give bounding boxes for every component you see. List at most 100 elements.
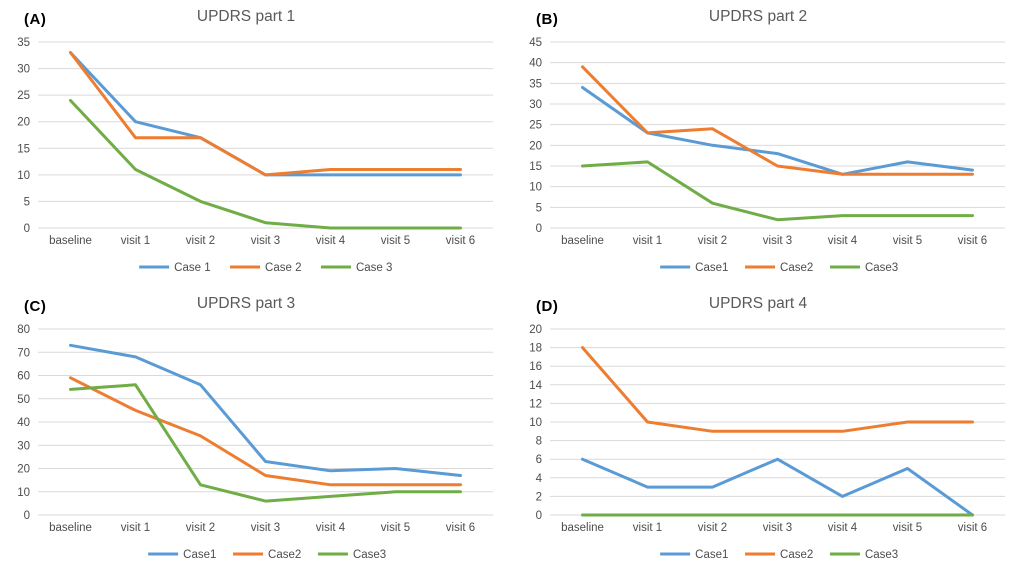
svg-text:10: 10 [17,170,30,182]
svg-text:5: 5 [536,202,542,214]
line-chart-updrs-part-3: 0 10 20 30 40 50 60 70 80 baseline visit 1 visit 2 v… [17,324,493,561]
series-line-3 [581,160,974,222]
chart-title-updrs-part-1: UPDRS part 1 [196,8,296,25]
svg-text:6: 6 [536,454,542,466]
legend-label-2: Case2 [780,549,813,561]
gridlines [38,328,493,516]
svg-text:visit 4: visit 4 [316,522,346,534]
svg-text:visit 3: visit 3 [763,235,792,247]
line-chart-updrs-part-1: 0 5 10 15 20 25 30 35 baseline visit 1 visit 2 visi… [17,37,493,274]
chart-panel-c: (C) UPDRS part 3 0 10 20 30 40 50 60 70 80 baseli… [0,287,512,574]
svg-text:visit 6: visit 6 [446,522,475,534]
svg-text:25: 25 [17,90,30,102]
svg-text:visit 1: visit 1 [633,522,662,534]
svg-text:0: 0 [24,510,30,522]
svg-text:12: 12 [529,398,542,410]
x-axis-category-labels: baseline visit 1 visit 2 visit 3 visit 4 visi… [561,235,987,247]
svg-text:10: 10 [529,182,542,194]
svg-text:baseline: baseline [49,522,92,534]
chart-panel-a: (A) UPDRS part 1 0 5 10 15 20 25 30 35 baseline v… [0,0,512,287]
svg-text:70: 70 [17,347,30,359]
y-axis-tick-labels: 0 5 10 15 20 25 30 35 40 45 [529,37,542,235]
svg-text:visit 6: visit 6 [446,235,475,247]
legend-label-1: Case1 [695,262,728,274]
svg-text:visit 2: visit 2 [186,235,215,247]
svg-text:30: 30 [17,64,30,76]
chart-title-updrs-part-4: UPDRS part 4 [708,295,808,312]
panel-label-c: (C) [24,298,47,315]
svg-text:35: 35 [529,78,542,90]
panel-label-d: (D) [536,298,559,315]
y-axis-tick-labels: 0 10 20 30 40 50 60 70 80 [17,324,30,522]
y-axis-tick-labels: 0 5 10 15 20 25 30 35 [17,37,30,235]
svg-text:20: 20 [17,464,30,476]
svg-text:visit 4: visit 4 [316,235,346,247]
svg-text:4: 4 [536,473,543,485]
svg-text:0: 0 [536,510,542,522]
series-line-3 [69,383,462,503]
svg-text:8: 8 [536,436,542,448]
x-axis-category-labels: baseline visit 1 visit 2 visit 3 visit 4 visi… [49,235,475,247]
series-line-2 [581,65,974,176]
svg-text:visit 6: visit 6 [958,522,987,534]
line-chart-updrs-part-2: 0 5 10 15 20 25 30 35 40 45 baseline visit 1 visit 2… [529,37,1005,274]
svg-text:35: 35 [17,37,30,49]
svg-text:15: 15 [529,161,542,173]
svg-text:10: 10 [17,487,30,499]
legend: Case 1 Case 2 Case 3 [139,262,392,274]
legend-label-1: Case1 [183,549,216,561]
chart-panel-d: (D) UPDRS part 4 0 2 4 6 8 10 12 14 16 18 20 baseli… [512,287,1024,574]
series-line-2 [581,346,974,433]
svg-text:visit 6: visit 6 [958,235,987,247]
legend-label-3: Case3 [865,549,898,561]
svg-text:50: 50 [17,394,30,406]
svg-text:18: 18 [529,343,542,355]
svg-text:visit 3: visit 3 [251,235,280,247]
svg-text:60: 60 [17,371,30,383]
legend: Case1 Case2 Case3 [660,262,898,274]
chart-title-updrs-part-2: UPDRS part 2 [708,8,808,25]
svg-text:visit 3: visit 3 [763,522,792,534]
svg-text:40: 40 [17,417,30,429]
svg-text:16: 16 [529,361,542,373]
legend-label-3: Case3 [865,262,898,274]
svg-text:0: 0 [536,223,542,235]
series-line-3 [69,99,462,230]
svg-text:20: 20 [529,140,542,152]
svg-text:visit 4: visit 4 [828,522,858,534]
svg-text:20: 20 [529,324,542,336]
svg-text:visit 5: visit 5 [893,522,922,534]
series-line-1 [581,457,974,517]
svg-text:2: 2 [536,491,542,503]
svg-text:baseline: baseline [561,522,604,534]
legend-label-2: Case2 [780,262,813,274]
legend-label-3: Case 3 [356,262,392,274]
svg-text:visit 4: visit 4 [828,235,858,247]
panel-label-a: (A) [24,11,47,28]
legend-label-1: Case1 [695,549,728,561]
svg-text:15: 15 [17,143,30,155]
x-axis-category-labels: baseline visit 1 visit 2 visit 3 visit 4 visi… [49,522,475,534]
legend-label-2: Case 2 [265,262,301,274]
svg-text:visit 1: visit 1 [633,235,662,247]
svg-text:visit 1: visit 1 [121,522,150,534]
legend: Case1 Case2 Case3 [148,549,386,561]
legend: Case1 Case2 Case3 [660,549,898,561]
svg-text:0: 0 [24,223,30,235]
svg-text:40: 40 [529,58,542,70]
panel-label-b: (B) [536,11,559,28]
svg-text:baseline: baseline [561,235,604,247]
line-chart-updrs-part-4: 0 2 4 6 8 10 12 14 16 18 20 baseline visit 1 visit 2 v… [529,324,1005,561]
svg-text:30: 30 [529,99,542,111]
svg-text:14: 14 [529,380,542,392]
svg-text:80: 80 [17,324,30,336]
svg-text:10: 10 [529,417,542,429]
svg-text:5: 5 [24,196,30,208]
y-axis-tick-labels: 0 2 4 6 8 10 12 14 16 18 20 [529,324,542,522]
series-line-2 [69,51,462,177]
svg-text:25: 25 [529,120,542,132]
gridlines [38,41,493,229]
gridlines [550,41,1005,229]
svg-text:visit 5: visit 5 [381,522,410,534]
